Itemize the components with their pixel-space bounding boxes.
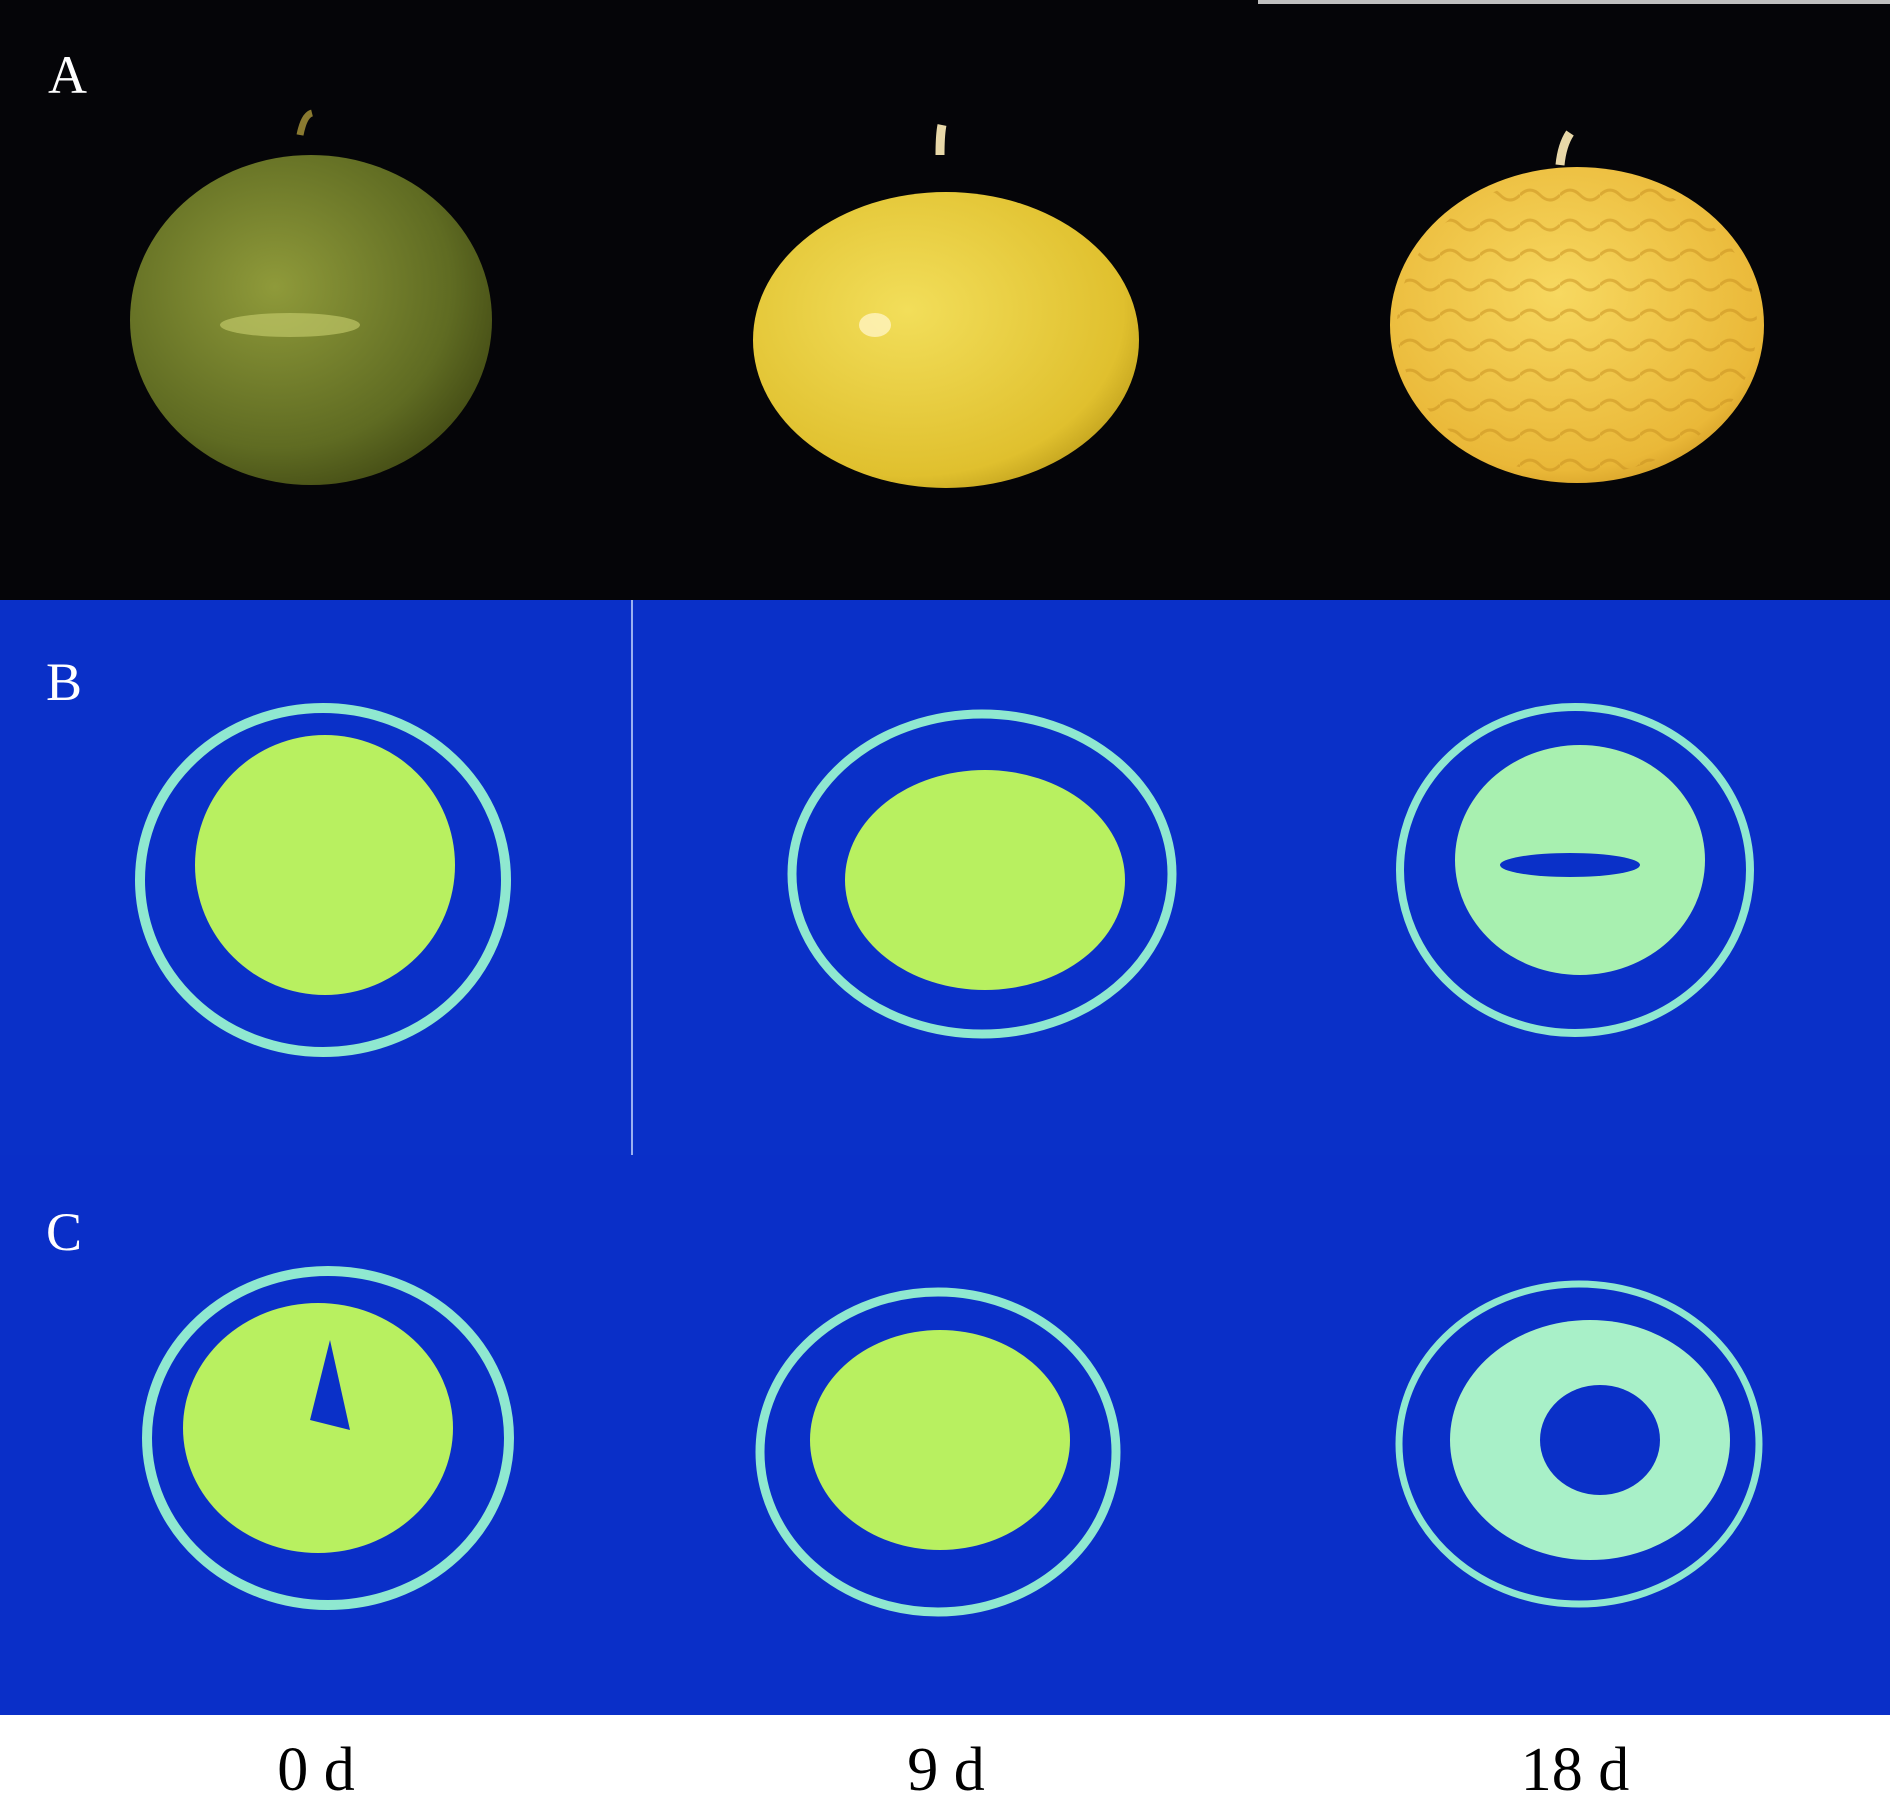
time-label-0d: 0 d (277, 1736, 355, 1804)
panel-b: B (0, 600, 1890, 1155)
panel-a-top-edge (1258, 0, 1890, 4)
section-scan-b-18d (1396, 703, 1754, 1037)
fruit-photo-18d (1390, 130, 1764, 483)
panel-c: C (0, 1155, 1890, 1715)
panel-label-a: A (48, 45, 87, 105)
section-scan-c-18d (1395, 1280, 1763, 1608)
time-label-18d: 18 d (1521, 1736, 1630, 1804)
section-scan-b-9d (787, 709, 1177, 1039)
panel-label-b: B (46, 652, 82, 712)
fruit-photo-0d (130, 109, 492, 485)
panel-a: A (0, 0, 1890, 600)
time-label-9d: 9 d (907, 1736, 985, 1804)
fruit-photo-9d (753, 124, 1139, 488)
section-scan-c-0d (142, 1266, 514, 1610)
panel-b-divider (631, 600, 633, 1155)
section-scan-c-9d (755, 1287, 1121, 1617)
section-scan-b-0d (135, 703, 511, 1057)
panel-label-c: C (46, 1202, 82, 1262)
